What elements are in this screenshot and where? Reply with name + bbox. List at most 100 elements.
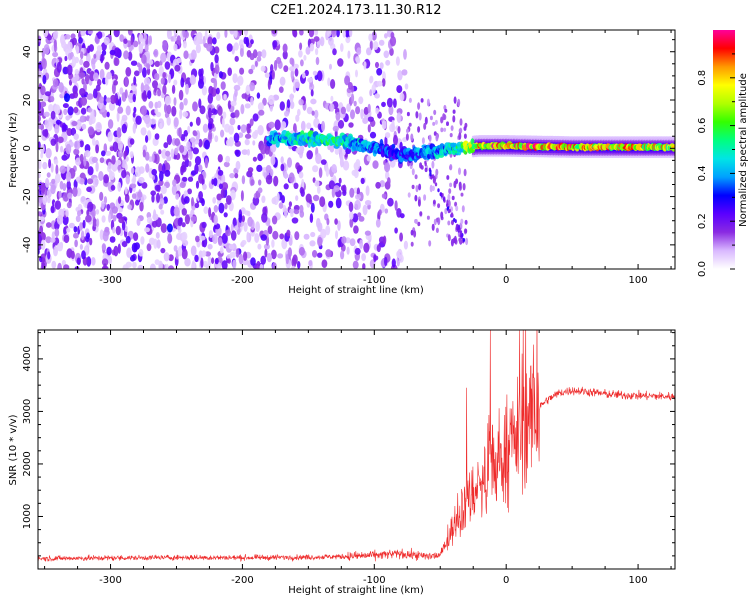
noise-blob — [125, 67, 132, 77]
noise-blob — [40, 152, 44, 159]
noise-blob — [415, 185, 419, 193]
noise-blob — [437, 203, 441, 209]
noise-blob — [116, 127, 122, 139]
tail-point — [457, 226, 460, 230]
noise-blob — [171, 84, 176, 94]
x-tick-label: 0 — [503, 575, 509, 586]
noise-blob — [299, 204, 304, 214]
noise-blob — [54, 173, 61, 184]
noise-blob — [246, 148, 250, 156]
noise-blob — [321, 259, 328, 269]
noise-blob — [265, 174, 273, 185]
noise-blob — [272, 262, 277, 269]
noise-blob — [84, 246, 89, 252]
noise-blob — [437, 217, 441, 226]
noise-blob — [162, 84, 167, 96]
noise-blob — [280, 121, 287, 129]
noise-blob — [160, 209, 165, 215]
noise-blob — [349, 187, 355, 198]
snr-x-axis-label: Height of straight line (km) — [288, 585, 424, 596]
noise-blob — [170, 148, 175, 159]
noise-blob — [73, 232, 79, 239]
noise-blob — [228, 243, 235, 250]
noise-blob — [241, 215, 245, 223]
hotspot — [166, 223, 173, 233]
noise-blob — [173, 97, 177, 106]
noise-blob — [428, 134, 432, 142]
noise-blob — [411, 168, 415, 176]
noise-blob — [49, 96, 55, 103]
noise-blob — [95, 209, 100, 215]
y-tick-label: -20 — [22, 188, 33, 204]
noise-blob — [121, 220, 126, 231]
noise-blob — [195, 180, 200, 189]
noise-blob — [45, 148, 52, 159]
noise-blob — [183, 130, 189, 137]
noise-blob — [376, 244, 381, 253]
noise-blob — [297, 108, 301, 117]
noise-blob — [64, 55, 68, 62]
noise-blob — [188, 160, 192, 167]
noise-blob — [342, 30, 346, 38]
noise-blob — [57, 136, 64, 143]
noise-blob — [461, 205, 465, 213]
noise-blob — [105, 97, 112, 103]
noise-blob — [142, 67, 147, 78]
noise-blob — [99, 68, 105, 80]
noise-blob — [273, 175, 279, 187]
noise-blob — [350, 109, 355, 120]
noise-blob — [271, 239, 275, 248]
noise-blob — [213, 177, 218, 187]
x-tick-label: -100 — [363, 275, 386, 286]
noise-blob — [284, 171, 288, 180]
y-tick-label: -40 — [22, 237, 33, 253]
noise-blob — [358, 96, 364, 105]
noise-blob — [179, 181, 186, 189]
noise-blob — [132, 111, 136, 118]
noise-blob — [453, 96, 457, 104]
noise-blob — [410, 241, 414, 247]
noise-blob — [93, 53, 97, 59]
noise-blob — [173, 117, 179, 128]
noise-blob — [160, 247, 166, 254]
noise-blob — [198, 173, 204, 184]
noise-blob — [66, 227, 71, 233]
noise-blob — [99, 229, 104, 241]
noise-blob — [101, 49, 107, 56]
noise-blob — [76, 257, 81, 265]
noise-blob — [195, 43, 201, 54]
noise-blob — [217, 169, 224, 176]
noise-blob — [391, 119, 395, 131]
noise-blob — [124, 186, 128, 195]
noise-blob — [449, 182, 453, 188]
noise-blob — [43, 111, 50, 118]
noise-blob — [216, 193, 222, 201]
noise-blob — [47, 34, 52, 41]
noise-blob — [170, 36, 174, 42]
noise-blob — [462, 183, 466, 191]
noise-blob — [207, 36, 213, 46]
noise-blob — [68, 222, 75, 229]
noise-blob — [355, 159, 361, 168]
noise-blob — [142, 91, 148, 102]
noise-blob — [56, 214, 64, 225]
noise-blob — [381, 78, 386, 87]
noise-blob — [136, 217, 141, 226]
noise-blob — [429, 184, 433, 193]
noise-blob — [119, 87, 124, 95]
noise-blob — [70, 127, 77, 136]
noise-blob — [174, 138, 181, 147]
noise-blob — [447, 193, 451, 202]
snr-panel: -300 -200 -100 0 100 1000 2000 3000 4000 Height… — [8, 329, 676, 596]
noise-blob — [189, 151, 193, 161]
noise-blob — [444, 208, 448, 215]
noise-blob — [289, 66, 295, 72]
noise-blob — [141, 105, 147, 116]
noise-blob — [135, 115, 142, 125]
noise-blob — [145, 135, 149, 143]
noise-blob — [328, 36, 334, 46]
noise-blob — [440, 127, 444, 133]
noise-blob — [327, 77, 331, 87]
noise-blob — [132, 174, 137, 184]
tail-point — [437, 188, 440, 193]
